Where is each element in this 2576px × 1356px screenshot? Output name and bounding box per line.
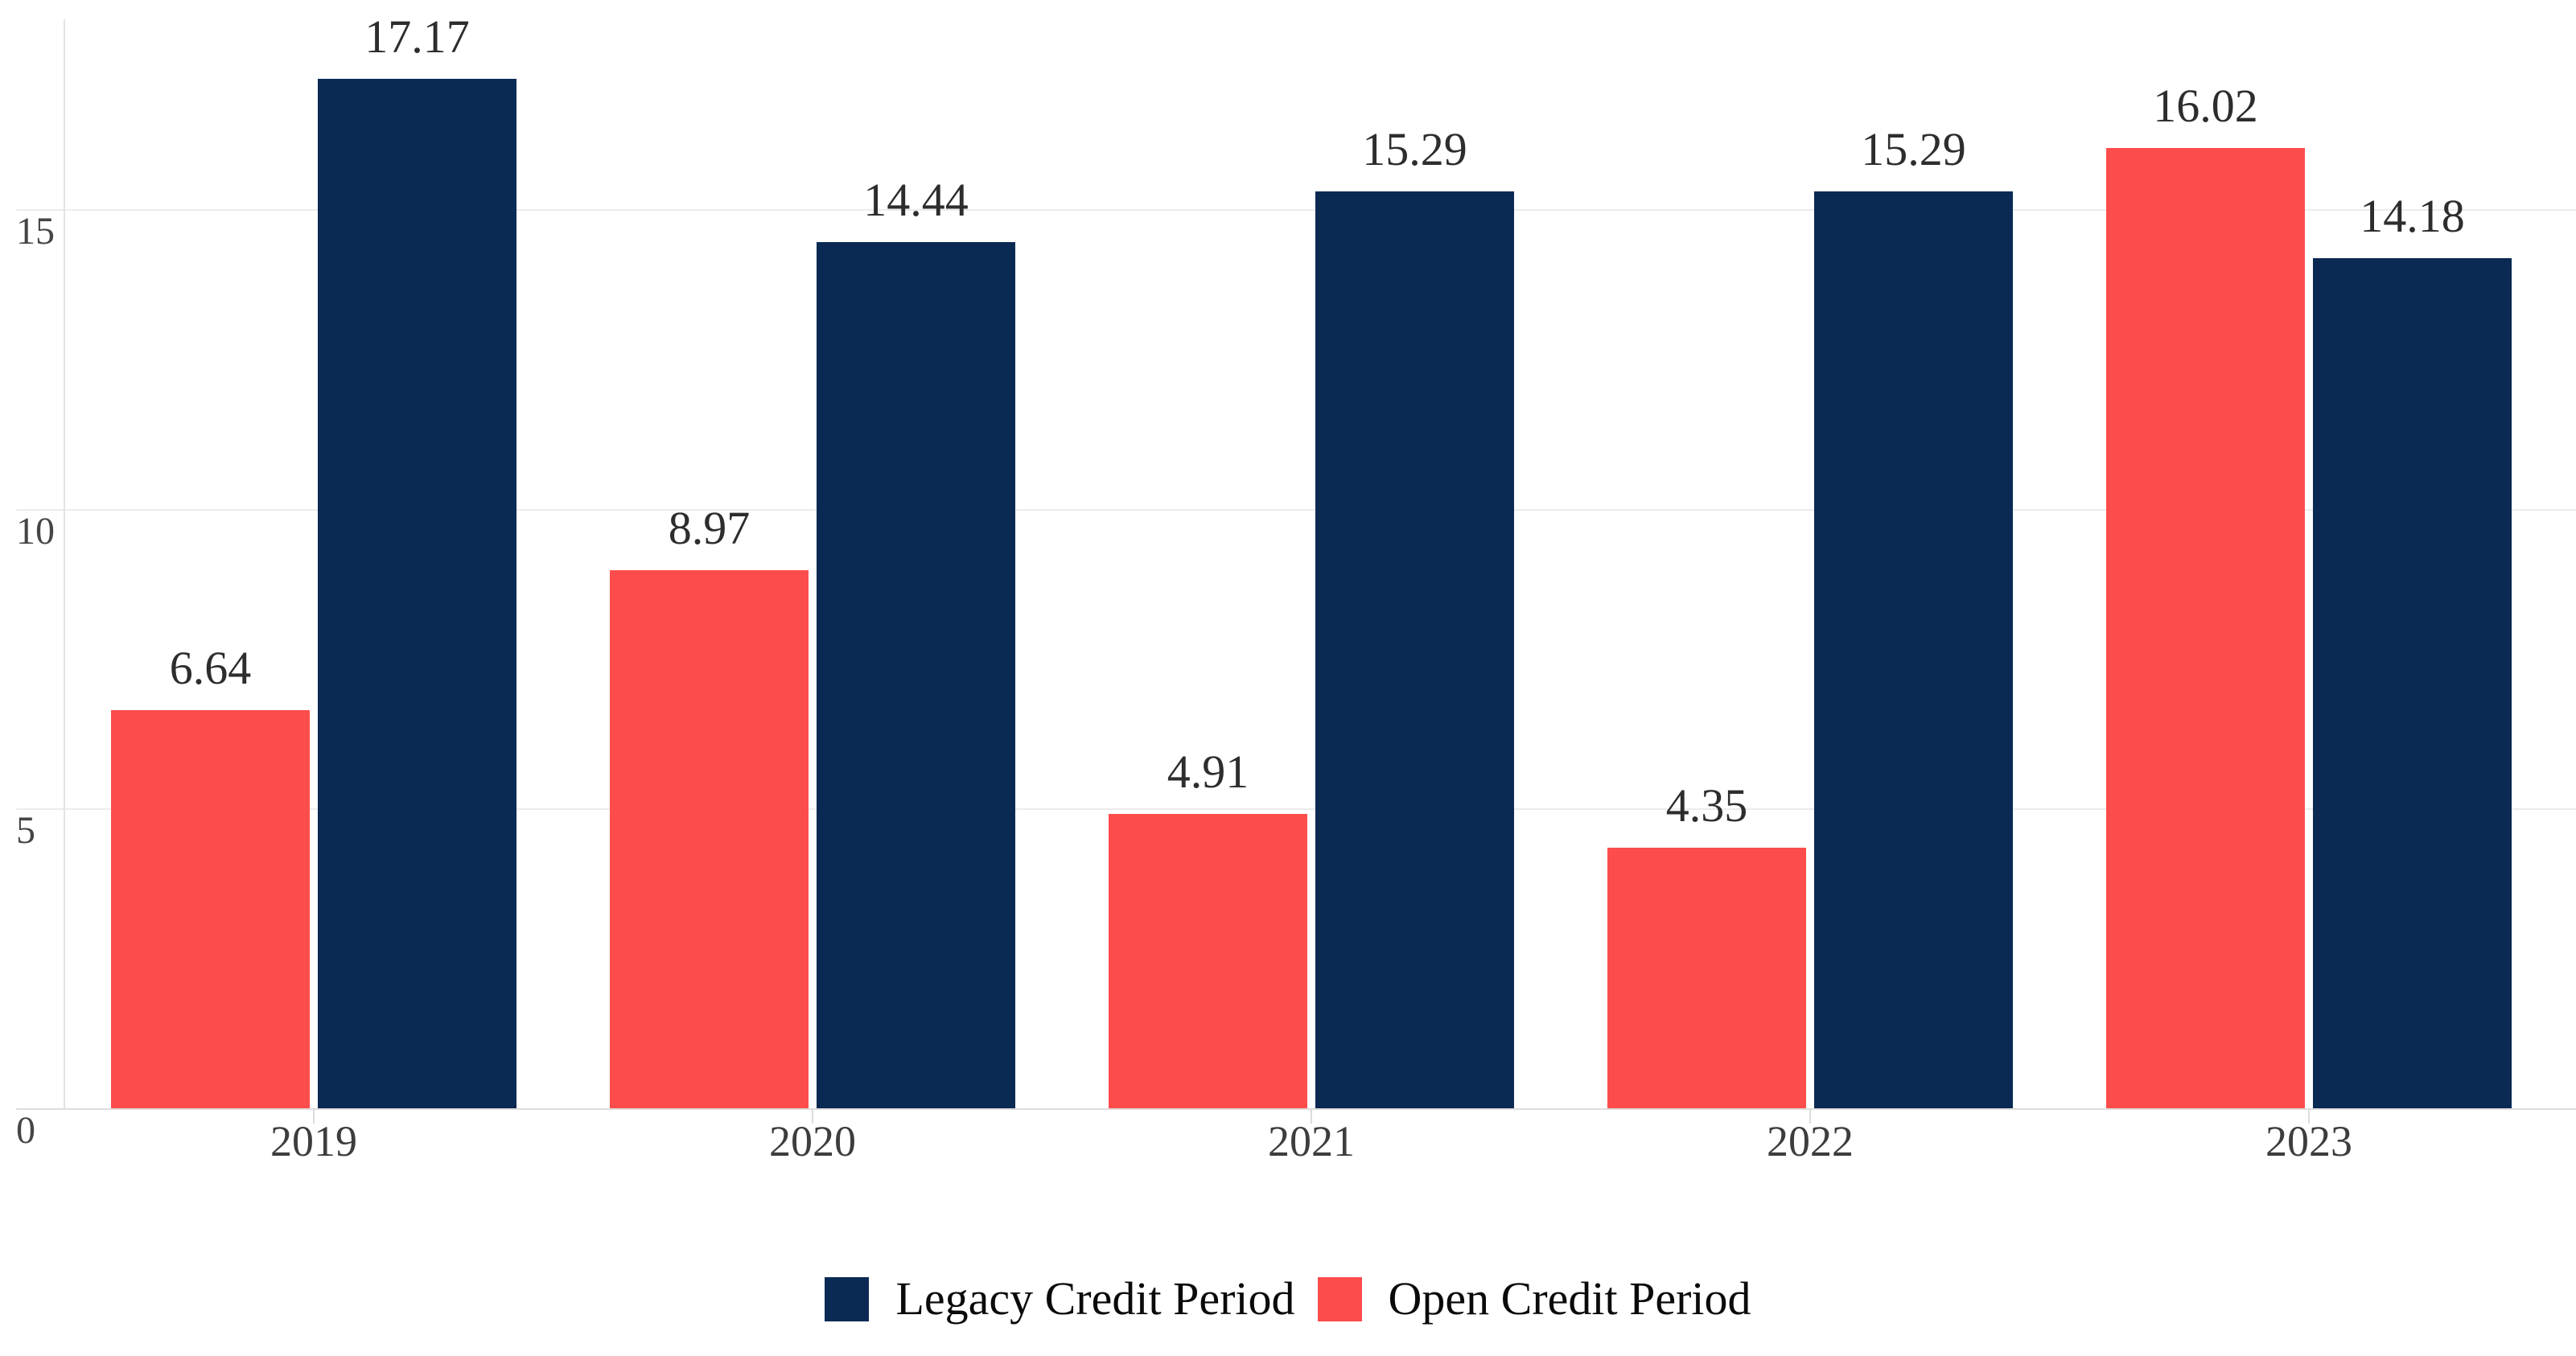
- gridline: [16, 209, 2576, 211]
- gridline: [16, 808, 2576, 810]
- bar-value-label: 16.02: [2153, 80, 2258, 132]
- bar-value-label: 14.44: [863, 174, 969, 226]
- x-tick-label: 2021: [1268, 1117, 1355, 1165]
- legacy-credit-swatch-icon: [825, 1276, 870, 1321]
- bar-value-label: 15.29: [1362, 123, 1467, 175]
- bar-legacy-credit-period-2023: [2313, 258, 2512, 1108]
- bar-open-credit-period-2023: [2106, 148, 2305, 1108]
- x-tick-label: 2020: [769, 1117, 856, 1165]
- y-tick-label: 15: [16, 210, 55, 253]
- category-tick: [1311, 1108, 1312, 1124]
- bar-open-credit-period-2022: [1607, 848, 1806, 1108]
- bar-open-credit-period-2021: [1109, 814, 1307, 1108]
- y-tick-label: 5: [16, 809, 35, 852]
- bar-value-label: 4.91: [1167, 746, 1249, 798]
- bar-value-label: 15.29: [1861, 123, 1966, 175]
- x-tick-label: 2019: [270, 1117, 357, 1165]
- plot-area: 0 5 10 15 6.64 17.17 2019 8.97 14.44 2020 4.91 15.2…: [16, 10, 2576, 1165]
- bar-legacy-credit-period-2020: [817, 242, 1015, 1108]
- legend-label: Open Credit Period: [1388, 1272, 1751, 1325]
- bar-legacy-credit-period-2022: [1814, 191, 2013, 1108]
- y-axis-line: [64, 19, 65, 1108]
- gridline: [16, 509, 2576, 511]
- legend-item-open-credit-period: Open Credit Period: [1317, 1272, 1751, 1325]
- x-axis-line: [16, 1108, 2576, 1110]
- category-tick: [812, 1108, 813, 1124]
- bar-value-label: 14.18: [2360, 190, 2465, 242]
- x-tick-label: 2022: [1767, 1117, 1854, 1165]
- bar-legacy-credit-period-2019: [318, 79, 516, 1108]
- legend: Legacy Credit Period Open Credit Period: [0, 1273, 2576, 1325]
- bar-value-label: 17.17: [364, 10, 470, 63]
- legend-label: Legacy Credit Period: [895, 1272, 1295, 1325]
- bar-value-label: 6.64: [169, 642, 252, 694]
- category-tick: [1809, 1108, 1811, 1124]
- legend-item-legacy-credit-period: Legacy Credit Period: [825, 1272, 1295, 1325]
- bar-open-credit-period-2020: [610, 570, 809, 1108]
- category-tick: [313, 1108, 315, 1124]
- open-credit-swatch-icon: [1317, 1276, 1362, 1321]
- bar-value-label: 8.97: [668, 502, 751, 554]
- y-tick-label: 0: [16, 1109, 35, 1152]
- bar-value-label: 4.35: [1665, 779, 1748, 832]
- category-tick: [2308, 1108, 2310, 1124]
- bar-legacy-credit-period-2021: [1315, 191, 1514, 1108]
- bar-open-credit-period-2019: [111, 710, 310, 1108]
- y-tick-label: 10: [16, 510, 55, 553]
- x-tick-label: 2023: [2265, 1117, 2352, 1165]
